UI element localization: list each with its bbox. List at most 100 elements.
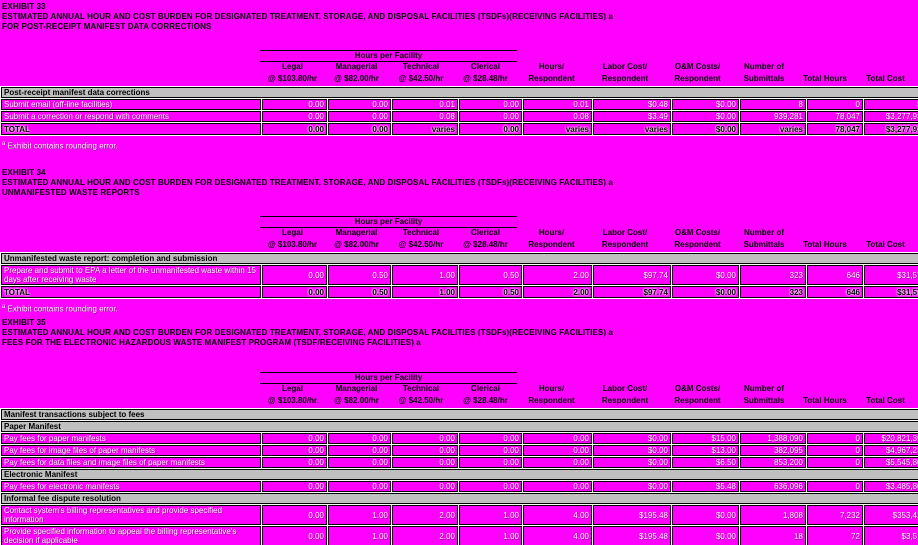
exhibit-number: EXHIBIT 35 (2, 318, 46, 327)
column-label: O&M Costs/ (674, 384, 721, 393)
section-header: Manifest transactions subject to fees (1, 409, 918, 420)
value-cell: $195.48 (593, 505, 671, 525)
value-cell: 0.00 (392, 445, 458, 456)
value-cell: 0.00 (392, 433, 458, 444)
value-cell: $13.00 (672, 445, 739, 456)
table-row: Contact system's billing representatives… (1, 505, 918, 525)
section-header-row: Unmanifested waste report: completion an… (1, 253, 918, 264)
value-cell: $0.48 (593, 99, 671, 110)
column-label: Respondent (528, 74, 575, 83)
value-cell: 18 (740, 526, 806, 545)
column-group-label: Hours per Facility (260, 50, 518, 62)
column-label: Number of (744, 384, 785, 393)
row-label: Pay fees for electronic manifests (1, 481, 261, 492)
column-label: Managerial (335, 228, 378, 237)
value-cell: 0.00 (262, 505, 327, 525)
value-cell: 0.00 (328, 445, 391, 456)
value-cell: 0.08 (392, 111, 458, 122)
value-cell: 0.00 (523, 445, 592, 456)
row-label: Submit email (off-line facilities) (1, 99, 261, 110)
column-label: @ $42.50/hr (398, 240, 444, 249)
header-spacer (517, 51, 586, 62)
value-cell: $0.00 (672, 111, 739, 122)
column-label: Respondent (528, 396, 575, 405)
value-cell: 0.00 (262, 99, 327, 110)
column-label: Technical (402, 384, 440, 393)
value-cell: $353,428 (864, 505, 918, 525)
header-spacer (664, 217, 731, 228)
header-spacer (797, 217, 853, 228)
value-cell: 1.00 (459, 505, 522, 525)
header-spacer (0, 217, 260, 228)
header-spacer (853, 51, 918, 62)
column-label: @ $82.00/hr (334, 240, 379, 249)
column-label: @ $82.00/hr (334, 74, 379, 83)
section-header-row: Post-receipt manifest data corrections (1, 87, 918, 98)
burden-table: Manifest transactions subject to fees Pap… (0, 408, 918, 545)
exhibit-33-title: EXHIBIT 33 ESTIMATED ANNUAL HOUR AND COS… (0, 2, 918, 32)
value-cell: 1.00 (392, 286, 458, 298)
value-cell: 0 (807, 445, 863, 456)
value-cell: $20,821,350 (864, 433, 918, 444)
column-label: Respondent (674, 396, 721, 405)
column-label: Number of (744, 62, 785, 71)
value-cell: 0 (807, 457, 863, 468)
column-label: Total Cost (866, 396, 905, 405)
value-cell: $0.00 (672, 526, 739, 545)
column-label: Technical (402, 62, 440, 71)
table-row: Pay fees for data files and image files … (1, 457, 918, 468)
header-spacer (0, 228, 260, 239)
column-label: Number of (744, 228, 785, 237)
column-header-table: Hours per Facility Legal Managerial Technic… (0, 50, 918, 84)
table-row: Submit a correction or respond with comm… (1, 111, 918, 122)
value-cell: $0.00 (672, 265, 739, 285)
value-cell: 0.00 (262, 433, 327, 444)
column-label: Clerical (471, 384, 500, 393)
column-label: Labor Cost/ (602, 228, 648, 237)
value-cell: 2.00 (523, 286, 592, 298)
value-cell: 0.50 (459, 286, 522, 298)
column-label (797, 384, 853, 395)
column-label: Technical (402, 228, 440, 237)
column-label: Legal (282, 228, 303, 237)
column-label: Labor Cost/ (602, 384, 648, 393)
exhibit-number: EXHIBIT 33 (2, 2, 46, 11)
column-label: Hours/ (538, 62, 565, 71)
header-spacer (0, 384, 260, 395)
value-cell: 0.00 (392, 457, 458, 468)
column-label: Submittals (743, 240, 785, 249)
column-label: Submittals (743, 74, 785, 83)
value-cell: varies (740, 123, 806, 135)
header-spacer (0, 51, 260, 62)
header-spacer (517, 373, 586, 384)
column-label: @ $42.50/hr (398, 74, 444, 83)
value-cell: $3,519 (864, 526, 918, 545)
header-spacer (0, 62, 260, 73)
footnote-marker: a (2, 141, 6, 147)
value-cell: 78,047 (807, 111, 863, 122)
column-label: Total Cost (866, 240, 905, 249)
column-label: Labor Cost/ (602, 62, 648, 71)
column-label (797, 62, 853, 73)
exhibit-number: EXHIBIT 34 (2, 168, 46, 177)
value-cell: $4 (864, 99, 918, 110)
value-cell: $6.50 (672, 457, 739, 468)
value-cell: $0.00 (672, 123, 739, 135)
column-label: @ $103.80/hr (267, 74, 318, 83)
row-label: Submit a correction or respond with comm… (1, 111, 261, 122)
column-label: Clerical (471, 228, 500, 237)
total-label: TOTAL (1, 123, 261, 135)
value-cell: 0.08 (523, 111, 592, 122)
header-spacer (731, 51, 797, 62)
value-cell: 0.00 (262, 286, 327, 298)
header-spacer (731, 373, 797, 384)
header-spacer (586, 217, 664, 228)
column-label: Submittals (743, 396, 785, 405)
table-row: Prepare and submit to EPA a letter of th… (1, 265, 918, 285)
value-cell: $5.48 (672, 481, 739, 492)
subsection-header-row: Electronic Manifest (1, 469, 918, 480)
exhibit-34-title: EXHIBIT 34 ESTIMATED ANNUAL HOUR AND COS… (0, 168, 918, 198)
header-spacer (0, 238, 260, 250)
column-label (853, 228, 918, 239)
value-cell: 1,808 (740, 505, 806, 525)
